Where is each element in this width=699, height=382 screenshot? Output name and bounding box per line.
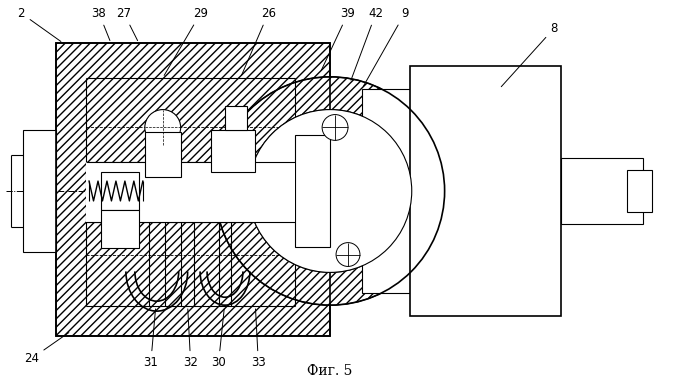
Bar [56, 43, 330, 336]
Bar [86, 162, 295, 222]
Bar [86, 222, 295, 306]
Text: 27: 27 [117, 7, 138, 40]
Text: 38: 38 [92, 7, 110, 40]
Text: 26: 26 [242, 7, 276, 75]
Bar [101, 172, 139, 210]
Bar [23, 130, 56, 252]
Bar [101, 210, 139, 248]
Bar [86, 78, 295, 162]
Text: 2: 2 [17, 7, 61, 42]
Text: 33: 33 [251, 309, 266, 369]
Bar [295, 135, 330, 247]
Circle shape [145, 110, 180, 145]
Bar [210, 130, 255, 172]
Text: 30: 30 [211, 309, 226, 369]
Bar [627, 170, 651, 212]
Circle shape [322, 115, 348, 140]
Circle shape [336, 243, 360, 267]
Text: 32: 32 [183, 309, 198, 369]
Bar [226, 106, 247, 130]
Bar [362, 89, 410, 293]
Bar [145, 133, 180, 177]
Bar [295, 135, 330, 247]
Text: 9: 9 [363, 7, 408, 86]
Bar [86, 162, 295, 222]
Text: 8: 8 [501, 22, 558, 87]
Text: 24: 24 [24, 333, 69, 365]
Bar [561, 158, 643, 224]
Text: 29: 29 [164, 7, 208, 75]
Wedge shape [215, 77, 445, 305]
Text: 42: 42 [351, 7, 383, 80]
Text: Фиг. 5: Фиг. 5 [308, 364, 353, 378]
Bar [56, 43, 330, 336]
Text: 31: 31 [143, 309, 158, 369]
Bar [410, 66, 561, 316]
Circle shape [248, 110, 412, 272]
Text: 39: 39 [322, 7, 356, 70]
